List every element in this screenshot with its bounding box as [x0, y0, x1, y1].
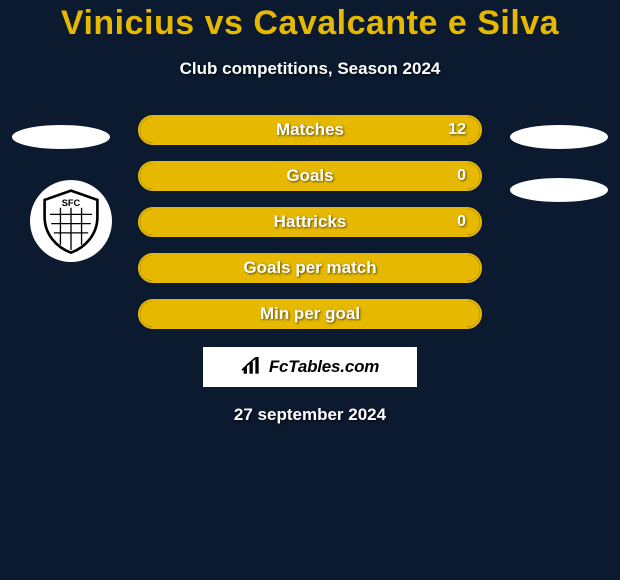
- comparison-infographic: Vinicius vs Cavalcante e Silva Club comp…: [0, 0, 620, 580]
- stat-label: Matches: [140, 117, 480, 143]
- stat-row: Hattricks0: [138, 207, 482, 237]
- player-slot-right-1: [510, 125, 608, 149]
- stat-value-right: 0: [457, 209, 466, 235]
- badge-text: SFC: [62, 198, 81, 208]
- stat-row: Matches12: [138, 115, 482, 145]
- stat-row: Goals per match: [138, 253, 482, 283]
- stat-row: Goals0: [138, 161, 482, 191]
- subtitle: Club competitions, Season 2024: [0, 59, 620, 79]
- stat-label: Hattricks: [140, 209, 480, 235]
- stat-value-right: 0: [457, 163, 466, 189]
- shield-icon: SFC: [38, 188, 104, 254]
- brand-box: FcTables.com: [201, 345, 419, 389]
- page-title: Vinicius vs Cavalcante e Silva: [0, 4, 620, 43]
- brand-label: FcTables.com: [269, 357, 379, 377]
- stat-value-right: 12: [448, 117, 466, 143]
- player-slot-left: [12, 125, 110, 149]
- date-label: 27 september 2024: [0, 405, 620, 425]
- bar-chart-icon: [241, 357, 263, 377]
- stat-label: Goals: [140, 163, 480, 189]
- stat-rows: Matches12Goals0Hattricks0Goals per match…: [138, 115, 482, 329]
- club-badge-left: SFC: [30, 180, 112, 262]
- stat-label: Min per goal: [140, 301, 480, 327]
- stat-row: Min per goal: [138, 299, 482, 329]
- stat-label: Goals per match: [140, 255, 480, 281]
- player-slot-right-2: [510, 178, 608, 202]
